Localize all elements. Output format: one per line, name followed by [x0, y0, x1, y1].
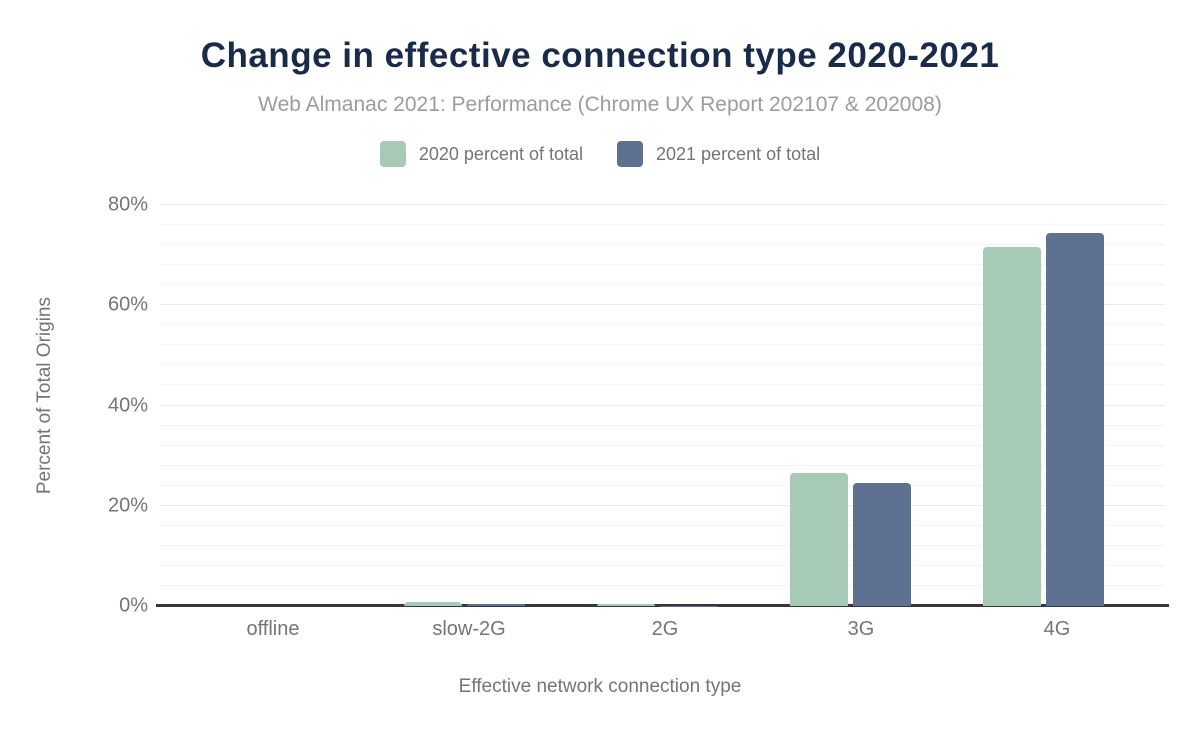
- y-tick-40%: 40%: [107, 394, 148, 417]
- x-axis-title: Effective network connection type: [458, 676, 742, 697]
- minor-gridline-12: [160, 544, 1165, 546]
- minor-gridline-52: [160, 344, 1165, 346]
- legend-item-2020: 2020 percent of total: [379, 141, 583, 167]
- legend-item-2021: 2021 percent of total: [617, 141, 820, 167]
- chart-subtitle: Web Almanac 2021: Performance (Chrome UX…: [258, 93, 942, 116]
- y-axis-tick-labels: 0% 20% 40% 60% 80%: [0, 185, 148, 617]
- y-tick-60%: 60%: [107, 293, 148, 316]
- x-tick-3G: 3G: [847, 618, 875, 640]
- bar-group-3G: [754, 185, 947, 606]
- chart-title: Change in effective connection type 2020…: [200, 36, 1000, 75]
- bar-group-4G: [947, 185, 1140, 606]
- x-tick-slow-2G: slow-2G: [432, 618, 506, 640]
- major-gridline-20: [160, 504, 1165, 506]
- bar-2020-slow-2G[interactable]: [404, 602, 462, 606]
- minor-gridline-64: [160, 284, 1165, 286]
- x-tick-4G: 4G: [1043, 618, 1071, 640]
- bar-group-offline: [175, 185, 368, 606]
- major-gridline-80: [160, 204, 1165, 206]
- y-tick-80%: 80%: [107, 193, 148, 216]
- legend-label-2020: 2020 percent of total: [418, 143, 583, 164]
- plot-area: [156, 185, 1169, 607]
- x-axis-tick-labels: offline slow-2G 2G 3G 4G: [175, 618, 1155, 641]
- bar-2021-slow-2G[interactable]: [467, 603, 525, 606]
- bar-group-slow-2G: [368, 185, 561, 606]
- minor-gridline-72: [160, 244, 1165, 246]
- minor-gridline-24: [160, 484, 1165, 486]
- bar-2020-2G[interactable]: [597, 603, 655, 606]
- x-tick-offline: offline: [246, 618, 300, 640]
- bar-groups: [175, 185, 1140, 606]
- minor-gridline-56: [160, 324, 1165, 326]
- minor-gridline-32: [160, 444, 1165, 446]
- major-gridline-40: [160, 404, 1165, 406]
- bar-group-2G: [561, 185, 754, 606]
- minor-gridline-16: [160, 524, 1165, 526]
- minor-gridline-76: [160, 224, 1165, 226]
- bar-2021-2G[interactable]: [660, 605, 718, 606]
- legend-swatch-2020: [379, 141, 406, 167]
- x-tick-2G: 2G: [651, 618, 679, 640]
- minor-gridline-8: [160, 564, 1165, 566]
- minor-gridline-68: [160, 264, 1165, 266]
- minor-gridline-36: [160, 424, 1165, 426]
- bar-2020-4G[interactable]: [983, 247, 1041, 606]
- legend: 2020 percent of total 2021 percent of to…: [0, 141, 1200, 167]
- bar-2021-3G[interactable]: [853, 483, 911, 606]
- minor-gridline-28: [160, 464, 1165, 466]
- bar-2020-3G[interactable]: [790, 473, 848, 606]
- y-tick-0%: 0%: [119, 594, 148, 617]
- y-tick-20%: 20%: [107, 494, 148, 517]
- legend-label-2021: 2021 percent of total: [656, 143, 821, 164]
- bar-2021-4G[interactable]: [1046, 233, 1104, 606]
- legend-swatch-2021: [617, 141, 643, 167]
- major-gridline-60: [160, 304, 1165, 306]
- minor-gridline-44: [160, 384, 1165, 386]
- minor-gridline-4: [160, 584, 1165, 586]
- minor-gridline-48: [160, 364, 1165, 366]
